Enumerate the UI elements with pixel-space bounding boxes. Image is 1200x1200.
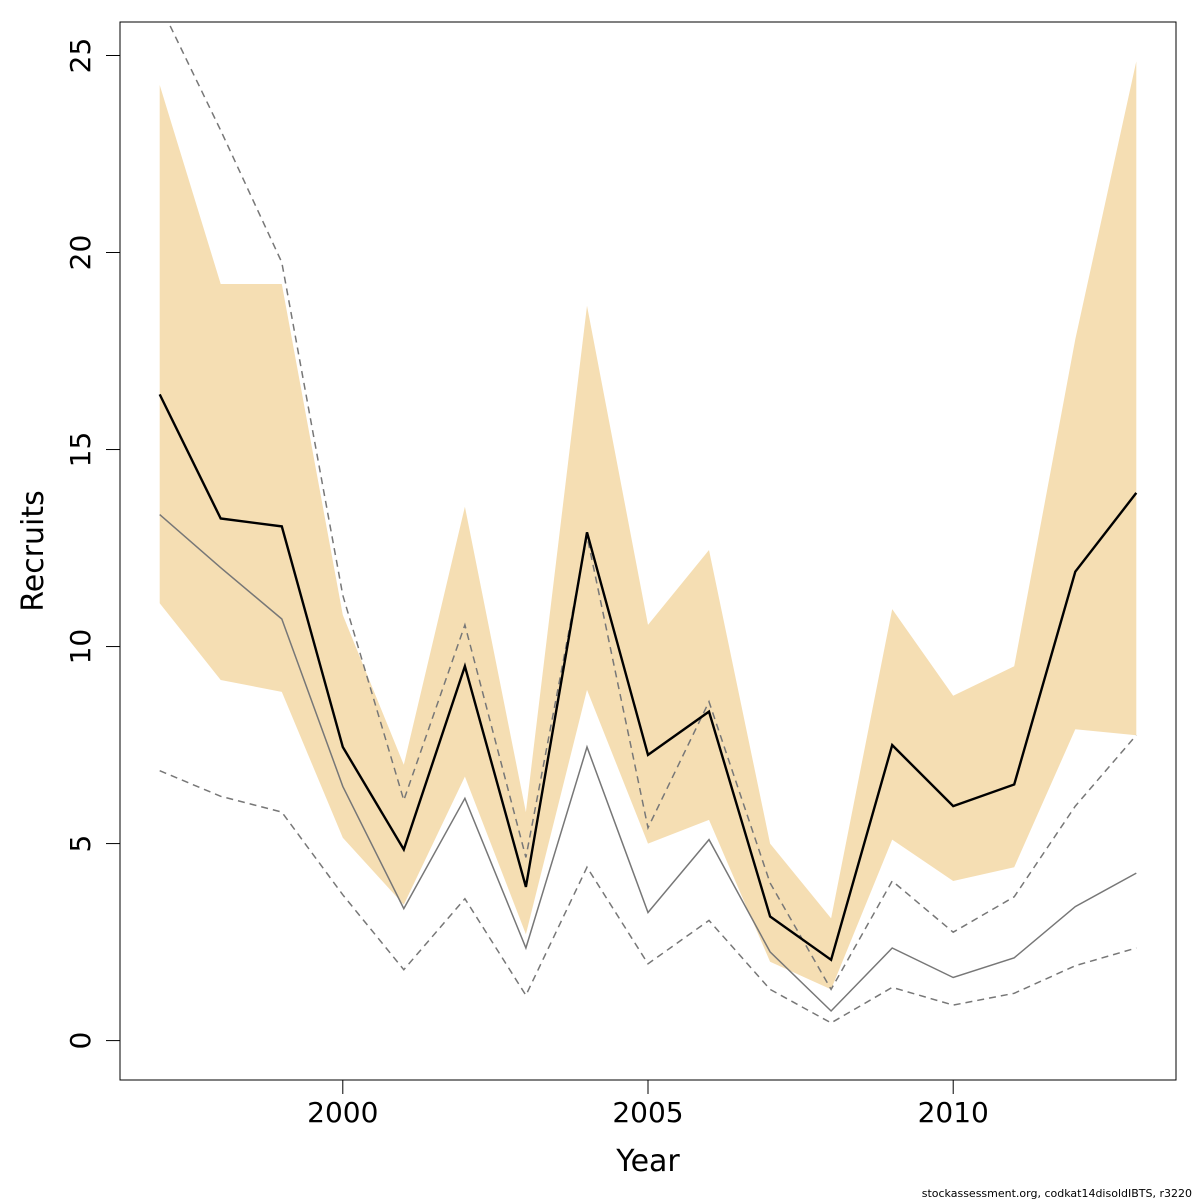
y-tick-label-15: 15 [64, 432, 97, 468]
y-tick-label-0: 0 [64, 1032, 97, 1050]
y-tick-label-5: 5 [64, 835, 97, 853]
series-line-3-dashed [159, 770, 1137, 1024]
y-axis-title: Recruits [16, 490, 51, 612]
x-tick-label-2005: 2005 [612, 1096, 683, 1129]
confidence-band-layer [159, 61, 1137, 990]
series-line-2-dashed [167, 22, 1137, 991]
footer-note: stockassessment.org, codkat14disoldIBTS,… [922, 1187, 1192, 1200]
series-layer [158, 22, 1138, 1024]
confidence-band [159, 61, 1137, 990]
y-tick-label-20: 20 [64, 235, 97, 271]
y-tick-label-25: 25 [64, 38, 97, 74]
y-tick-label-10: 10 [64, 629, 97, 665]
x-axis: 2000 2005 2010 [307, 1079, 989, 1129]
x-tick-label-2000: 2000 [307, 1096, 378, 1129]
x-axis-title: Year [615, 1144, 680, 1179]
series-line-1-solid-thin [159, 514, 1137, 1013]
x-tick-label-2010: 2010 [918, 1096, 989, 1129]
series-line-0-solid-thick [158, 393, 1138, 962]
y-axis: 0 5 10 15 20 25 [64, 38, 121, 1050]
